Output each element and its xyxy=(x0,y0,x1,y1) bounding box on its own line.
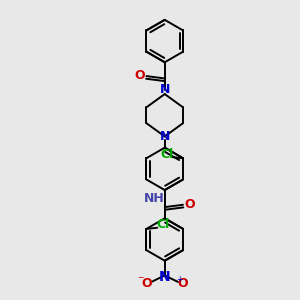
Text: O: O xyxy=(135,69,145,82)
Text: $^{-}$: $^{-}$ xyxy=(137,276,144,286)
Text: O: O xyxy=(178,277,188,290)
Text: O: O xyxy=(141,277,152,290)
Text: $^{+}$: $^{+}$ xyxy=(176,275,184,285)
Text: Cl: Cl xyxy=(156,218,169,231)
Text: N: N xyxy=(160,130,170,143)
Text: NH: NH xyxy=(144,192,165,206)
Text: O: O xyxy=(184,198,195,211)
Text: N: N xyxy=(160,83,170,96)
Text: Cl: Cl xyxy=(160,148,173,160)
Text: N: N xyxy=(159,270,170,284)
